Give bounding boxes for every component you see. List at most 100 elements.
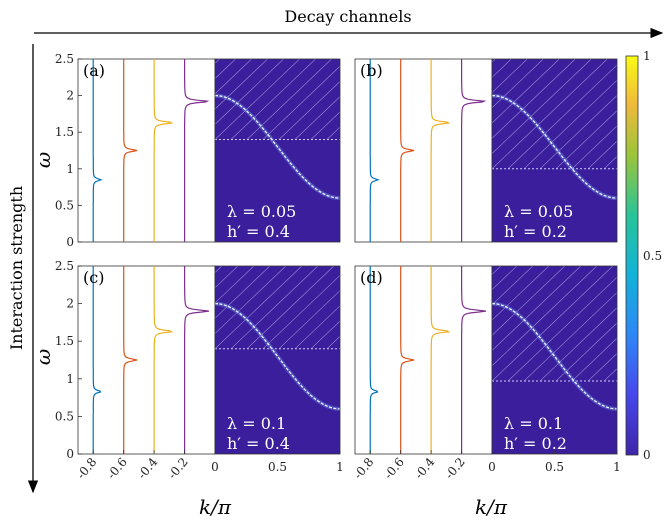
y-tick-label: 0 xyxy=(66,447,74,461)
spectral-line xyxy=(123,59,138,242)
hatch-line xyxy=(215,266,239,289)
hatch-line xyxy=(523,292,617,382)
panel-c: (c)λ = 0.1h′ = 0.400.511.522.5-0.8 -0.6 -0… xyxy=(55,259,344,482)
hatch-line xyxy=(652,266,672,381)
spectral-line xyxy=(461,266,486,454)
heatmap-background xyxy=(492,59,617,242)
lambda-label: λ = 0.1 xyxy=(227,414,286,433)
panel-a: (a) λ = 0.05h′ = 0.4 0 0.5 1 1.5 2 2.5 xyxy=(55,52,341,249)
heatmap-frame xyxy=(491,58,618,243)
spectral-frame xyxy=(354,58,493,243)
hatch-line xyxy=(492,266,534,306)
y-tick-label: 0.5 xyxy=(55,198,74,212)
hatch-line xyxy=(310,111,340,140)
panel-label: (a) xyxy=(83,61,105,80)
h-label: h′ = 0.2 xyxy=(504,434,567,453)
hatch-line xyxy=(539,95,617,169)
hatch-line xyxy=(246,266,335,349)
spectral-line xyxy=(400,266,415,454)
hatch-line xyxy=(555,110,617,169)
panels: (a)λ = 0.05h′ = 0.400.511.522.5(b)λ = 0.… xyxy=(55,52,672,482)
x-tick-label: -0.4 xyxy=(135,455,161,482)
x-tick-label: -0.6 xyxy=(381,455,407,482)
x-tick-label: -0.8 xyxy=(351,455,377,482)
x-tick-label: -0.2 xyxy=(442,455,468,482)
hatch-line xyxy=(294,305,340,349)
h-label: h′ = 0.4 xyxy=(227,434,290,453)
hatch-line xyxy=(492,59,528,94)
hatch-line xyxy=(587,353,617,382)
band-curve xyxy=(491,94,618,199)
x-tick-label: 1 xyxy=(336,460,344,474)
panel-label: (d) xyxy=(360,268,383,287)
panel-label: (c) xyxy=(83,268,104,287)
y-tick-label: 2 xyxy=(66,297,74,311)
spectral-line xyxy=(430,266,451,454)
hatch-line xyxy=(492,266,598,367)
x-tick-label: 0.5 xyxy=(545,460,564,474)
colorbar-gradient xyxy=(625,55,639,456)
hatch-line xyxy=(262,274,340,349)
spectral-line xyxy=(153,266,174,454)
hatch-line xyxy=(278,290,340,349)
colorbar-tick-top: 1 xyxy=(643,49,651,63)
panel-b: (b) λ = 0.05h′ = 0.2 xyxy=(354,58,672,243)
hatch-line xyxy=(230,266,319,349)
x-tick-label: 1 xyxy=(613,460,621,474)
hatch-line xyxy=(571,337,617,382)
spectral-frame xyxy=(77,58,216,243)
y-tick-label: 0.5 xyxy=(55,409,74,423)
lambda-label: λ = 0.05 xyxy=(504,202,573,221)
hatch-line xyxy=(571,125,617,169)
y-axis-label-bottom: ω xyxy=(31,349,55,365)
interaction-strength-label: Interaction strength xyxy=(7,186,26,350)
hatch-line xyxy=(492,59,544,109)
hatch-line xyxy=(215,266,287,334)
hatch-line xyxy=(492,59,560,124)
y-tick-label: 1.5 xyxy=(55,125,74,139)
hatch-line xyxy=(492,59,576,139)
colorbar-tick-mid: 0.5 xyxy=(643,249,662,263)
hatch-line xyxy=(278,81,340,140)
hatch-line xyxy=(668,59,672,169)
x-tick-label: -0.2 xyxy=(165,455,191,482)
hatch-line xyxy=(262,65,340,140)
spectral-line xyxy=(430,59,451,242)
x-tick-label: -0.4 xyxy=(412,455,438,482)
y-tick-label: 0 xyxy=(66,235,74,249)
hatch-line xyxy=(539,307,617,382)
colorbar-tick-bottom: 0 xyxy=(643,448,651,462)
continuum-hatching xyxy=(492,266,672,382)
hatch-line xyxy=(215,266,303,349)
panel-d: (d) λ = 0.1h′ = 0.2 -0.8 -0.6 -0.4 -0.2 0 0.5 1 xyxy=(351,265,672,482)
x-tick-label: 0 xyxy=(211,460,219,474)
decay-channels-label: Decay channels xyxy=(284,7,411,26)
lambda-label: λ = 0.1 xyxy=(504,414,563,433)
hatch-line xyxy=(310,320,340,349)
x-tick-label: 0.5 xyxy=(268,460,287,474)
hatch-line xyxy=(636,266,672,381)
hatch-line xyxy=(215,59,300,140)
hatch-line xyxy=(294,96,340,140)
h-label: h′ = 0.4 xyxy=(227,222,290,241)
hatch-line xyxy=(492,59,592,154)
hatch-line xyxy=(492,266,518,291)
lambda-label: λ = 0.05 xyxy=(227,202,296,221)
hatch-line xyxy=(215,266,271,319)
x-tick-label: -0.6 xyxy=(104,455,130,482)
hatch-line xyxy=(507,64,617,169)
x-axis-label-right: k/π xyxy=(475,495,508,519)
y-tick-label: 2 xyxy=(66,89,74,103)
spectral-line xyxy=(184,59,210,242)
continuum-hatching xyxy=(215,266,340,349)
spectral-line xyxy=(184,266,209,454)
hatch-line xyxy=(215,59,268,110)
colorbar: 1 0.5 0 xyxy=(625,49,662,462)
hatch-line xyxy=(215,266,255,304)
hatch-line xyxy=(492,266,566,336)
spectral-line xyxy=(153,59,174,242)
hatch-line xyxy=(492,266,582,351)
spectral-line xyxy=(369,266,379,454)
spectral-line xyxy=(92,59,103,242)
